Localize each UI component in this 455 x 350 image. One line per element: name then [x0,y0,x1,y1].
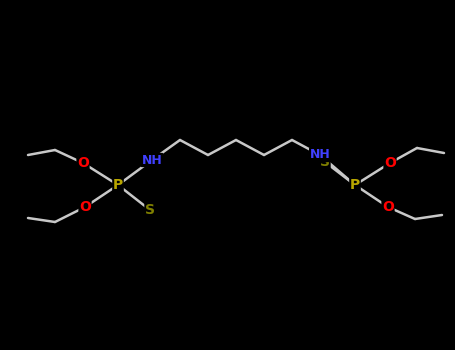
Text: O: O [77,156,89,170]
Text: S: S [145,203,155,217]
Text: NH: NH [309,148,330,161]
Text: P: P [350,178,360,192]
Text: O: O [382,200,394,214]
Text: S: S [320,155,330,169]
Text: O: O [384,156,396,170]
Text: NH: NH [142,154,162,167]
Text: O: O [79,200,91,214]
Text: P: P [113,178,123,192]
